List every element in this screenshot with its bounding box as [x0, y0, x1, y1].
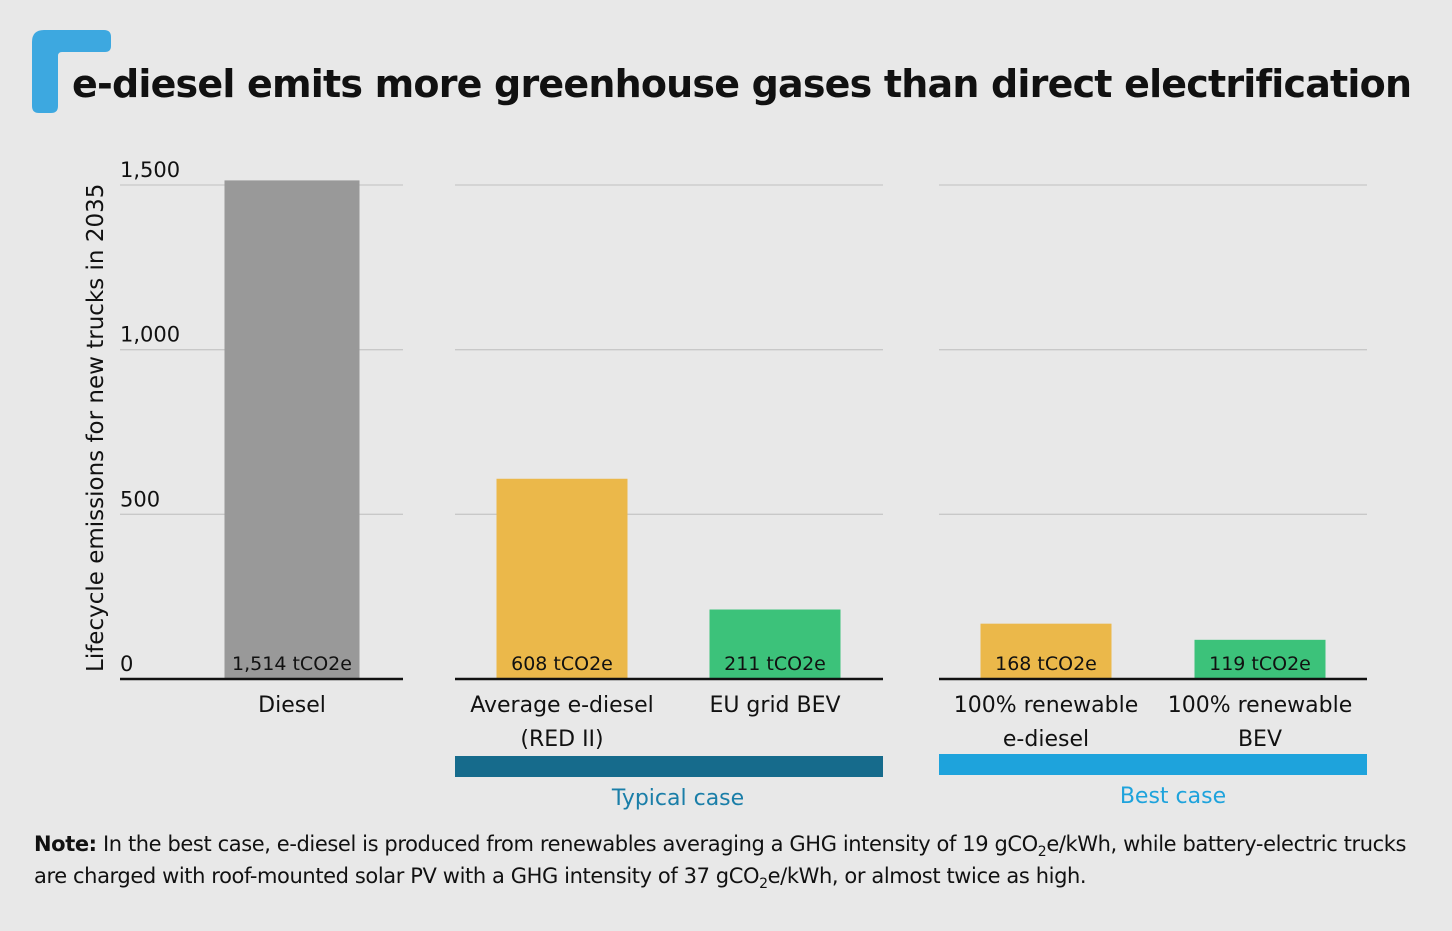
note-sub-1: 2: [1037, 844, 1047, 861]
bar-average-e-diesel-red-ii-: [496, 478, 628, 679]
category-label: Diesel: [258, 693, 326, 718]
y-tick-label: 500: [120, 487, 160, 511]
typical-case-band: [455, 756, 883, 777]
note-sub-2: 2: [759, 876, 768, 893]
footnote: Note: In the best case, e-diesel is prod…: [34, 828, 1424, 892]
note-text-3: e/kWh, or almost twice as high.: [767, 864, 1087, 888]
category-label: 100% renewable: [1168, 693, 1353, 718]
bar-eu-grid-bev: [709, 609, 841, 679]
bar-100-renewable-bev: [1194, 639, 1326, 679]
note-prefix: Note:: [34, 832, 97, 856]
category-label: e-diesel: [1003, 727, 1089, 752]
bar-100-renewable-e-diesel: [980, 623, 1112, 679]
data-label: 119 tCO2e: [1209, 653, 1311, 675]
category-label: (RED II): [520, 727, 603, 752]
category-label: BEV: [1238, 727, 1282, 752]
note-text-1: In the best case, e-diesel is produced f…: [96, 832, 1038, 856]
category-label: 100% renewable: [954, 693, 1139, 718]
data-label: 1,514 tCO2e: [232, 653, 352, 675]
bar-diesel: [224, 180, 360, 679]
y-tick-label: 1,500: [120, 158, 180, 182]
y-tick-label: 0: [120, 652, 133, 676]
note-text-2: e/kWh, while battery-electric trucks are…: [34, 832, 1407, 888]
y-tick-label: 1,000: [120, 323, 180, 347]
category-label: Average e-diesel: [470, 693, 654, 718]
corner-bracket-logo: [32, 30, 111, 113]
data-label: 608 tCO2e: [511, 653, 613, 675]
best-case-band: [939, 754, 1367, 775]
data-label: 168 tCO2e: [995, 653, 1097, 675]
y-axis-label: Lifecycle emissions for new trucks in 20…: [83, 184, 109, 672]
chart-title: e-diesel emits more greenhouse gases tha…: [72, 62, 1412, 106]
best-case-label: Best case: [1120, 784, 1226, 809]
typical-case-label: Typical case: [611, 786, 744, 811]
data-label: 211 tCO2e: [724, 653, 826, 675]
category-label: EU grid BEV: [709, 693, 840, 718]
